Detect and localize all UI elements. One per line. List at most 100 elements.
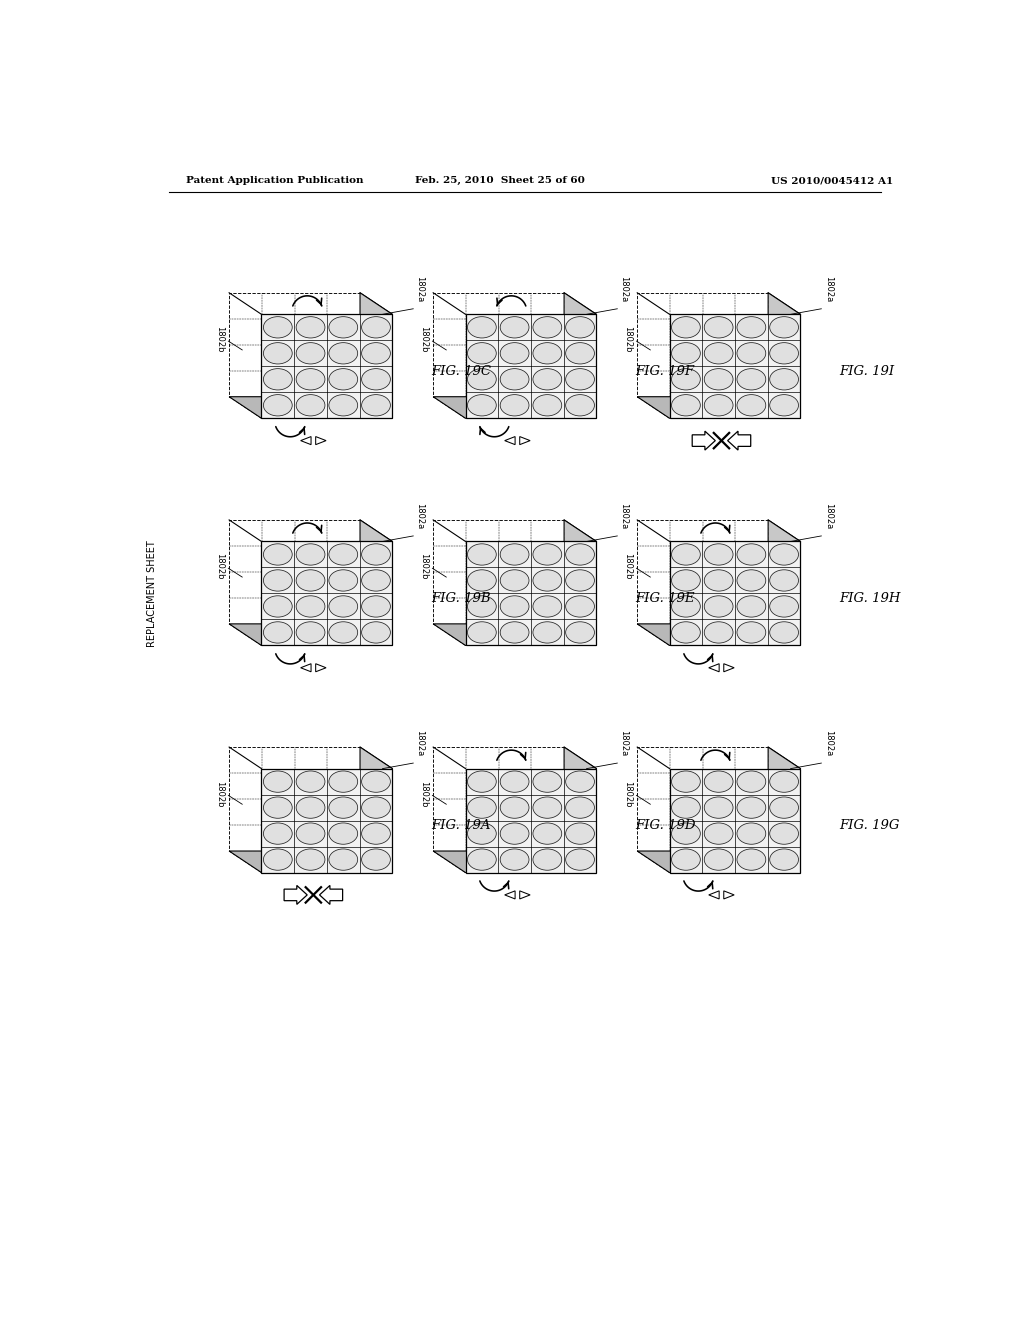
Text: 1802b: 1802b bbox=[419, 780, 428, 807]
Ellipse shape bbox=[672, 395, 700, 416]
Ellipse shape bbox=[468, 317, 497, 338]
Ellipse shape bbox=[532, 368, 562, 389]
Text: 1802a: 1802a bbox=[823, 276, 833, 302]
Ellipse shape bbox=[500, 595, 529, 616]
Text: FIG. 19C: FIG. 19C bbox=[431, 366, 490, 378]
Ellipse shape bbox=[672, 343, 700, 364]
Polygon shape bbox=[229, 624, 392, 645]
Ellipse shape bbox=[500, 544, 529, 565]
Text: 1802a: 1802a bbox=[620, 730, 629, 756]
Polygon shape bbox=[768, 747, 801, 873]
Ellipse shape bbox=[737, 622, 766, 643]
Text: 1802a: 1802a bbox=[620, 276, 629, 302]
Ellipse shape bbox=[705, 570, 733, 591]
Polygon shape bbox=[768, 293, 801, 418]
Text: 1802a: 1802a bbox=[416, 730, 425, 756]
Text: FIG. 19F: FIG. 19F bbox=[635, 366, 694, 378]
Ellipse shape bbox=[770, 849, 799, 870]
Polygon shape bbox=[466, 768, 596, 873]
Ellipse shape bbox=[263, 849, 292, 870]
Ellipse shape bbox=[263, 570, 292, 591]
Text: 1802a: 1802a bbox=[823, 730, 833, 756]
Polygon shape bbox=[768, 520, 801, 645]
Ellipse shape bbox=[705, 849, 733, 870]
Ellipse shape bbox=[500, 849, 529, 870]
Ellipse shape bbox=[329, 395, 357, 416]
Ellipse shape bbox=[737, 797, 766, 818]
Ellipse shape bbox=[263, 317, 292, 338]
Polygon shape bbox=[670, 314, 801, 418]
Ellipse shape bbox=[296, 570, 325, 591]
Ellipse shape bbox=[329, 622, 357, 643]
Polygon shape bbox=[301, 664, 311, 672]
Ellipse shape bbox=[500, 317, 529, 338]
Ellipse shape bbox=[532, 797, 562, 818]
Polygon shape bbox=[301, 437, 311, 445]
Ellipse shape bbox=[770, 317, 799, 338]
Polygon shape bbox=[360, 747, 392, 873]
Ellipse shape bbox=[532, 570, 562, 591]
FancyArrow shape bbox=[728, 432, 751, 450]
Ellipse shape bbox=[737, 544, 766, 565]
Ellipse shape bbox=[500, 395, 529, 416]
Ellipse shape bbox=[672, 368, 700, 389]
Polygon shape bbox=[520, 891, 530, 899]
Ellipse shape bbox=[532, 622, 562, 643]
Ellipse shape bbox=[468, 368, 497, 389]
Ellipse shape bbox=[468, 595, 497, 616]
Ellipse shape bbox=[263, 822, 292, 845]
Text: 1802a: 1802a bbox=[620, 503, 629, 529]
Ellipse shape bbox=[705, 595, 733, 616]
Ellipse shape bbox=[565, 343, 595, 364]
Ellipse shape bbox=[565, 368, 595, 389]
Ellipse shape bbox=[329, 849, 357, 870]
Ellipse shape bbox=[770, 368, 799, 389]
Ellipse shape bbox=[705, 622, 733, 643]
Ellipse shape bbox=[263, 622, 292, 643]
Ellipse shape bbox=[532, 395, 562, 416]
Ellipse shape bbox=[361, 797, 390, 818]
Ellipse shape bbox=[565, 849, 595, 870]
Ellipse shape bbox=[361, 849, 390, 870]
Ellipse shape bbox=[361, 317, 390, 338]
Polygon shape bbox=[315, 437, 326, 445]
Polygon shape bbox=[229, 851, 392, 873]
Ellipse shape bbox=[565, 595, 595, 616]
Ellipse shape bbox=[672, 622, 700, 643]
Ellipse shape bbox=[296, 317, 325, 338]
Polygon shape bbox=[360, 520, 392, 645]
Ellipse shape bbox=[737, 343, 766, 364]
Polygon shape bbox=[564, 747, 596, 873]
Ellipse shape bbox=[770, 771, 799, 792]
Polygon shape bbox=[670, 541, 801, 645]
Polygon shape bbox=[433, 397, 596, 418]
Ellipse shape bbox=[532, 317, 562, 338]
Polygon shape bbox=[724, 664, 734, 672]
Text: 1802a: 1802a bbox=[416, 276, 425, 302]
Ellipse shape bbox=[737, 570, 766, 591]
Ellipse shape bbox=[263, 544, 292, 565]
Text: US 2010/0045412 A1: US 2010/0045412 A1 bbox=[771, 176, 893, 185]
Ellipse shape bbox=[500, 343, 529, 364]
Text: FIG. 19H: FIG. 19H bbox=[839, 593, 900, 605]
Text: 1802b: 1802b bbox=[419, 553, 428, 579]
Ellipse shape bbox=[329, 317, 357, 338]
Text: 1802b: 1802b bbox=[215, 326, 223, 352]
Text: 1802b: 1802b bbox=[623, 326, 632, 352]
Ellipse shape bbox=[296, 595, 325, 616]
Ellipse shape bbox=[532, 595, 562, 616]
Polygon shape bbox=[724, 891, 734, 899]
Text: FIG. 19E: FIG. 19E bbox=[635, 593, 694, 605]
FancyArrow shape bbox=[284, 886, 307, 904]
Ellipse shape bbox=[500, 822, 529, 845]
Ellipse shape bbox=[532, 849, 562, 870]
Ellipse shape bbox=[361, 368, 390, 389]
Polygon shape bbox=[564, 520, 596, 645]
Ellipse shape bbox=[565, 544, 595, 565]
Ellipse shape bbox=[468, 395, 497, 416]
Ellipse shape bbox=[329, 797, 357, 818]
Polygon shape bbox=[360, 293, 392, 418]
Ellipse shape bbox=[296, 771, 325, 792]
Ellipse shape bbox=[565, 771, 595, 792]
Ellipse shape bbox=[705, 317, 733, 338]
